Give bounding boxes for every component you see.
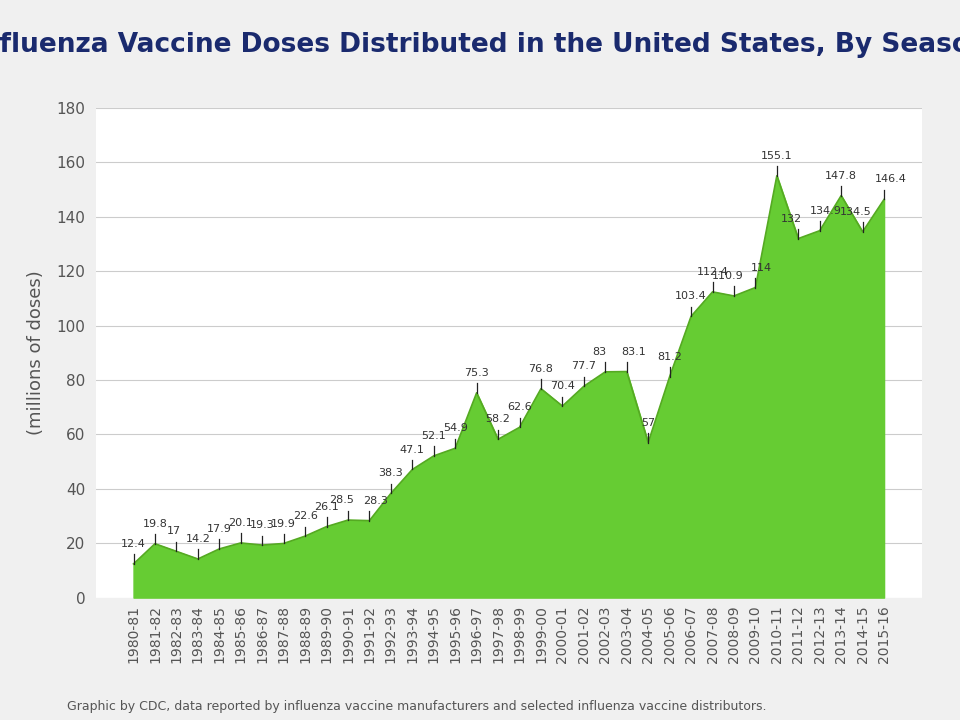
- Text: 76.8: 76.8: [529, 364, 553, 374]
- Text: 47.1: 47.1: [400, 444, 424, 454]
- Text: 83.1: 83.1: [621, 346, 645, 356]
- Text: Graphic by CDC, data reported by influenza vaccine manufacturers and selected in: Graphic by CDC, data reported by influen…: [67, 700, 767, 713]
- Text: 28.3: 28.3: [364, 495, 388, 505]
- X-axis label: Year: Year: [489, 719, 529, 720]
- Y-axis label: (millions of doses): (millions of doses): [28, 271, 45, 435]
- Text: 17: 17: [167, 526, 181, 536]
- Text: 155.1: 155.1: [761, 150, 793, 161]
- Text: 62.6: 62.6: [507, 402, 532, 413]
- Text: 134.5: 134.5: [840, 207, 872, 217]
- Text: 103.4: 103.4: [675, 292, 707, 302]
- Text: 114: 114: [752, 263, 773, 273]
- Text: 57: 57: [641, 418, 656, 428]
- Text: 26.1: 26.1: [314, 502, 339, 512]
- Text: 52.1: 52.1: [421, 431, 446, 441]
- Text: 54.9: 54.9: [443, 423, 468, 433]
- Text: 38.3: 38.3: [378, 469, 403, 479]
- Text: 146.4: 146.4: [875, 174, 906, 184]
- Text: 75.3: 75.3: [465, 368, 489, 378]
- Text: 12.4: 12.4: [121, 539, 146, 549]
- Text: 14.2: 14.2: [185, 534, 210, 544]
- Text: 147.8: 147.8: [826, 171, 857, 181]
- Text: 112.4: 112.4: [697, 267, 729, 277]
- Text: 110.9: 110.9: [711, 271, 743, 281]
- Text: 19.9: 19.9: [271, 518, 296, 528]
- Text: 134.9: 134.9: [810, 206, 842, 216]
- Text: 19.8: 19.8: [142, 519, 167, 528]
- Text: 20.1: 20.1: [228, 518, 253, 528]
- Text: 17.9: 17.9: [206, 524, 231, 534]
- Text: 132: 132: [781, 214, 803, 224]
- Text: 19.3: 19.3: [250, 520, 275, 530]
- Text: 28.5: 28.5: [329, 495, 354, 505]
- Text: 83: 83: [591, 347, 606, 357]
- Text: 70.4: 70.4: [550, 381, 575, 391]
- Text: 22.6: 22.6: [293, 511, 318, 521]
- Text: Influenza Vaccine Doses Distributed in the United States, By Season: Influenza Vaccine Doses Distributed in t…: [0, 32, 960, 58]
- Text: 81.2: 81.2: [658, 352, 682, 361]
- Text: 77.7: 77.7: [571, 361, 596, 372]
- Text: 58.2: 58.2: [486, 414, 511, 424]
